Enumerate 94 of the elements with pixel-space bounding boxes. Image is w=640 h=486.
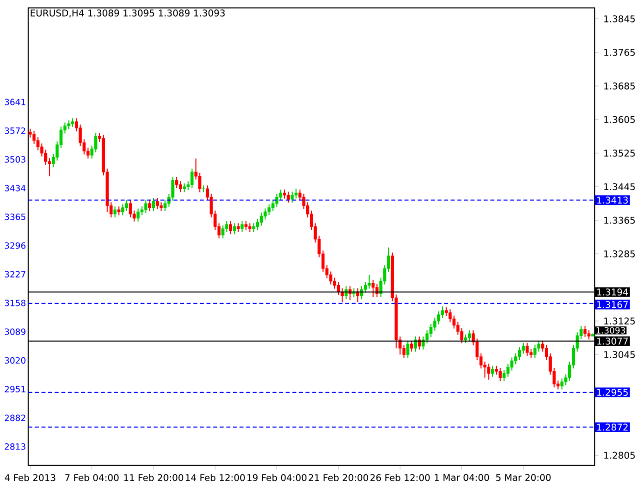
candlestick bbox=[156, 198, 159, 210]
chart-title: EURUSD,H4 1.3089 1.3095 1.3089 1.3093 bbox=[30, 10, 225, 18]
candlestick bbox=[271, 200, 274, 212]
candlestick bbox=[32, 130, 36, 145]
y-tick-label: 1.3365 bbox=[604, 217, 635, 224]
candlestick bbox=[136, 208, 140, 222]
candlestick bbox=[144, 200, 148, 214]
text: 3020 bbox=[4, 357, 26, 364]
y-tick-label: 1.3685 bbox=[604, 82, 635, 90]
candlestick bbox=[121, 204, 124, 216]
ref-line-label: 1.3077 bbox=[597, 338, 628, 345]
candlestick bbox=[406, 340, 410, 359]
candlestick bbox=[491, 366, 494, 378]
candlestick bbox=[260, 212, 263, 226]
x-tick-label: 1 Mar 04:00 bbox=[434, 474, 489, 482]
candlestick bbox=[498, 368, 502, 382]
x-tick-label: 4 Feb 2013 bbox=[4, 474, 56, 482]
candlestick bbox=[526, 342, 529, 357]
candlestick bbox=[232, 222, 236, 235]
text: 3434 bbox=[4, 185, 26, 192]
candlestick bbox=[533, 344, 536, 359]
candlestick bbox=[229, 220, 232, 235]
candlestick bbox=[178, 180, 182, 193]
text: 3572 bbox=[4, 128, 26, 134]
text: 1.3093 bbox=[596, 327, 626, 334]
y-tick-label: 1.3845 bbox=[604, 16, 635, 23]
candlestick bbox=[240, 220, 244, 233]
candlestick bbox=[418, 336, 421, 350]
x-tick-label: 19 Feb 04:00 bbox=[247, 474, 306, 482]
text: 3089 bbox=[4, 328, 26, 336]
candlestick bbox=[164, 200, 167, 212]
candlestick bbox=[336, 282, 340, 296]
text: 3227 bbox=[4, 271, 26, 278]
candlestick bbox=[175, 176, 178, 189]
x-tick-label: 5 Mar 20:00 bbox=[496, 474, 551, 482]
candlestick bbox=[452, 315, 456, 330]
text: 2813 bbox=[4, 444, 26, 450]
text: 3296 bbox=[4, 242, 26, 250]
candlestick bbox=[522, 342, 525, 354]
candlestick bbox=[487, 364, 490, 380]
text: 2951 bbox=[4, 386, 26, 393]
ref-line-label: 1.3167 bbox=[597, 301, 628, 308]
y-tick-label: 1.3605 bbox=[604, 116, 635, 124]
candlestick bbox=[290, 191, 294, 204]
y-tick-label: 1.3765 bbox=[604, 49, 635, 56]
x-tick-label: 14 Feb 12:00 bbox=[186, 474, 245, 482]
y-tick-label: 1.2805 bbox=[604, 452, 635, 460]
ref-line-label: 1.2955 bbox=[597, 389, 628, 396]
candlestick bbox=[256, 218, 260, 231]
y-tick-label: 1.3125 bbox=[604, 318, 635, 325]
y-tick-label: 1.3045 bbox=[604, 351, 635, 358]
x-tick-label: 26 Feb 12:00 bbox=[370, 474, 430, 482]
candlestick bbox=[372, 280, 375, 298]
candlestick bbox=[437, 311, 440, 326]
text: 3503 bbox=[4, 156, 26, 163]
ref-line-label: 1.3413 bbox=[597, 196, 628, 204]
candlestick bbox=[410, 340, 414, 352]
x-tick-label: 21 Feb 20:00 bbox=[308, 474, 368, 482]
candlestick bbox=[190, 168, 194, 189]
candlestick bbox=[148, 200, 152, 212]
candlestick bbox=[125, 200, 128, 212]
candlestick bbox=[286, 191, 290, 204]
candlestick bbox=[583, 326, 587, 338]
candlestick bbox=[426, 330, 429, 344]
candlestick bbox=[468, 330, 471, 342]
text: 3641 bbox=[4, 98, 26, 106]
text: 3365 bbox=[4, 214, 26, 220]
ref-line-label: 1.2872 bbox=[597, 424, 628, 431]
candlestick bbox=[221, 225, 224, 240]
candlestick bbox=[364, 282, 367, 294]
text: 3158 bbox=[4, 300, 26, 306]
ref-line-label: 1.3194 bbox=[597, 288, 628, 296]
candlestick bbox=[294, 188, 298, 200]
y-tick-label: 1.3445 bbox=[604, 183, 635, 190]
y-tick-label: 1.3285 bbox=[604, 250, 635, 258]
candlestick bbox=[152, 198, 156, 212]
candlestick bbox=[268, 204, 271, 216]
candlestick bbox=[368, 274, 371, 290]
candlestick bbox=[518, 346, 522, 361]
candlestick bbox=[128, 200, 132, 218]
y-tick-label: 1.3525 bbox=[604, 150, 635, 157]
text: 2882 bbox=[4, 414, 26, 422]
x-tick-label: 11 Feb 20:00 bbox=[124, 474, 184, 482]
candlestick bbox=[587, 330, 590, 340]
candlestick bbox=[560, 378, 564, 390]
candlestick bbox=[333, 278, 336, 290]
candlestick bbox=[429, 324, 432, 338]
candlestick bbox=[113, 206, 117, 218]
x-tick-label: 7 Feb 04:00 bbox=[65, 474, 119, 482]
candlestick bbox=[275, 194, 278, 208]
candlestick bbox=[502, 370, 506, 382]
candlestick bbox=[440, 306, 444, 319]
candlestick bbox=[36, 136, 40, 151]
candlestick bbox=[506, 364, 510, 378]
